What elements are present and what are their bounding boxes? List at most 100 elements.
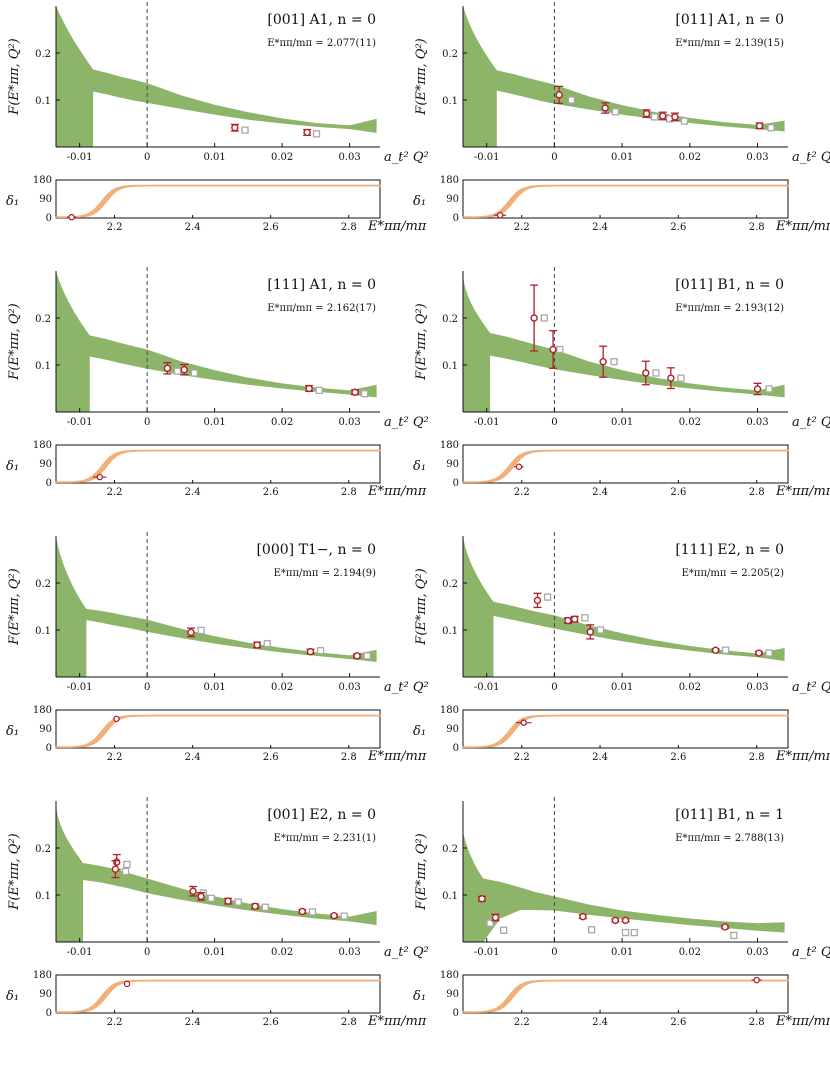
data-point (571, 615, 579, 623)
ghost-data-point (722, 646, 730, 654)
data-point (530, 314, 538, 322)
ghost-data-point (630, 928, 638, 937)
panel-4: 0.1 0.2 -0.01 0 0.01 0.02 0.03 a_t² Q² F(E*ππ, Q… (413, 267, 830, 499)
phase-y-tick-label: 0 (46, 743, 52, 754)
x-tick-label: 0 (144, 947, 150, 958)
y-tick-label: 0.2 (442, 579, 458, 590)
data-point (611, 916, 620, 925)
y-tick-label: 0.2 (35, 844, 51, 855)
x-tick-label: 0.02 (679, 947, 701, 958)
x-tick-label: -0.01 (67, 947, 93, 958)
energy-tick-label: 2.4 (185, 752, 201, 763)
panel-title: [011] B1, n = 0 (675, 277, 784, 293)
phase-subpanel: 0 90 180 2.2 2.4 2.6 2.8 δ₁ E*ππ/mπ (6, 970, 427, 1029)
energy-axis-label: E*ππ/mπ (775, 219, 830, 234)
ghost-data-point (567, 96, 575, 104)
data-point (224, 897, 232, 905)
data-point (621, 916, 630, 925)
phase-y-tick-label: 90 (446, 459, 459, 470)
ghost-data-point (315, 386, 323, 395)
x-tick-label: 0.02 (271, 152, 293, 163)
phase-frame (462, 974, 789, 1014)
panel-title: [011] A1, n = 0 (675, 12, 784, 28)
ghost-data-point (587, 926, 596, 934)
panel-title: [001] E2, n = 0 (267, 807, 376, 823)
ghost-data-point (190, 369, 199, 377)
phase-y-tick-label: 90 (39, 989, 52, 1000)
phase-y-tick-label: 0 (46, 1008, 52, 1019)
y-tick-label: 0.2 (442, 49, 458, 60)
error-band (56, 271, 377, 412)
phase-subpanel: 0 90 180 2.2 2.4 2.6 2.8 δ₁ E*ππ/mπ (413, 175, 830, 234)
x-axis-label: a_t² Q² (792, 415, 830, 430)
ghost-data-point (241, 126, 249, 134)
data-point (579, 912, 587, 921)
ghost-data-point (207, 894, 215, 902)
x-axis-label: a_t² Q² (792, 150, 830, 165)
phase-y-tick-label: 180 (440, 440, 459, 451)
phase-y-tick-label: 90 (39, 459, 52, 470)
x-tick-label: 0.03 (338, 682, 360, 693)
x-tick-label: 0.02 (679, 152, 701, 163)
ghost-data-point (234, 898, 242, 906)
y-axis-label: F(E*ππ, Q²) (7, 568, 22, 645)
energy-tick-label: 2.8 (749, 487, 765, 498)
data-point (491, 913, 500, 922)
y-tick-label: 0.2 (35, 579, 51, 590)
x-tick-label: 0 (551, 682, 557, 693)
x-tick-label: 0 (551, 947, 557, 958)
phase-subpanel: 0 90 180 2.2 2.4 2.6 2.8 δ₁ E*ππ/mπ (6, 440, 427, 499)
energy-tick-label: 2.6 (263, 222, 279, 233)
energy-tick-label: 2.2 (514, 1017, 530, 1028)
y-tick-label: 0.1 (35, 361, 51, 372)
data-point (642, 109, 651, 118)
y-tick-label: 0.1 (442, 891, 458, 902)
energy-tick-label: 2.2 (107, 752, 123, 763)
phase-y-tick-label: 90 (446, 724, 459, 735)
x-tick-label: 0 (144, 682, 150, 693)
ghost-data-point (543, 593, 552, 601)
phase-frame (55, 709, 381, 749)
ghost-data-point (765, 649, 773, 657)
phase-curve (55, 979, 381, 1014)
x-tick-label: -0.01 (67, 682, 93, 693)
ghost-data-point (340, 912, 348, 920)
x-tick-label: -0.01 (67, 152, 93, 163)
energy-axis-label: E*ππ/mπ (775, 484, 830, 499)
phase-subpanel: 0 90 180 2.2 2.4 2.6 2.8 δ₁ E*ππ/mπ (6, 705, 427, 764)
panel-5: 0.1 0.2 -0.01 0 0.01 0.02 0.03 a_t² Q² F(E*ππ, Q… (6, 532, 429, 764)
energy-tick-label: 2.4 (592, 487, 608, 498)
ghost-data-point (363, 652, 371, 660)
x-tick-label: 0.02 (271, 682, 293, 693)
data-point (478, 895, 486, 903)
data-point (659, 112, 667, 120)
phase-curve (462, 714, 789, 749)
ghost-data-point (596, 626, 605, 634)
phase-y-tick-label: 180 (440, 705, 459, 716)
data-point (351, 388, 359, 396)
energy-axis-label: E*ππ/mπ (367, 484, 427, 499)
phase-axis-label: δ₁ (6, 989, 19, 1004)
energy-label: E*ππ/mπ = 2.139(15) (675, 38, 784, 49)
x-tick-label: 0.03 (338, 152, 360, 163)
data-point (111, 865, 120, 873)
phase-subpanel: 0 90 180 2.2 2.4 2.6 2.8 δ₁ E*ππ/mπ (6, 175, 427, 234)
energy-tick-label: 2.6 (670, 222, 686, 233)
phase-axis-label: δ₁ (413, 459, 426, 474)
energy-tick-label: 2.2 (107, 487, 123, 498)
data-point (555, 91, 563, 99)
x-tick-label: 0.03 (746, 152, 768, 163)
phase-y-tick-label: 90 (446, 989, 459, 1000)
phase-curve (55, 714, 381, 749)
phase-data-point (520, 719, 527, 726)
x-tick-label: 0.01 (611, 947, 633, 958)
data-point (253, 641, 261, 649)
ghost-data-point (677, 374, 685, 382)
phase-y-tick-label: 0 (46, 478, 52, 489)
phase-frame (462, 444, 789, 484)
ghost-data-point (123, 860, 131, 869)
data-point (549, 345, 557, 354)
error-band (56, 801, 377, 942)
x-tick-label: -0.01 (474, 947, 500, 958)
